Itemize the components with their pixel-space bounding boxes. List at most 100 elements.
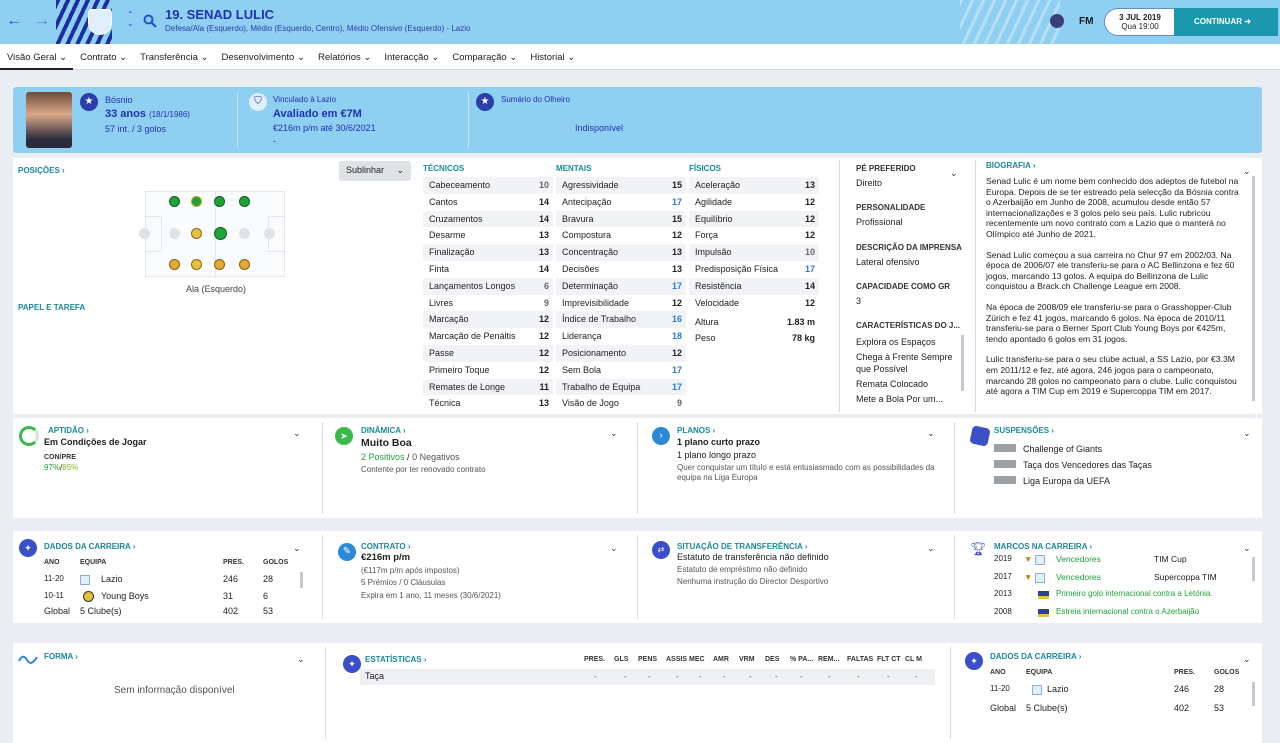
- stats-col[interactable]: MEC: [689, 656, 705, 663]
- club-crest-icon: [1032, 685, 1042, 695]
- tab-development[interactable]: Desenvolvimento ⌄: [221, 52, 305, 63]
- continue-button[interactable]: CONTINUAR ➜: [1174, 8, 1278, 36]
- attribute-value: 13: [671, 264, 682, 274]
- tab-history[interactable]: Historial ⌄: [530, 52, 576, 63]
- transfer-title[interactable]: SITUAÇÃO DE TRANSFERÊNCIA ›: [677, 542, 808, 551]
- scrollbar[interactable]: [961, 335, 964, 391]
- stats-col[interactable]: REM...: [818, 656, 840, 663]
- chevron-down-icon[interactable]: ⌄: [1243, 166, 1251, 176]
- position-dot: [264, 228, 275, 239]
- suspension-item: Taça dos Vencedores das Taças: [994, 457, 1152, 473]
- form-empty: Sem informação disponível: [114, 685, 235, 696]
- stats-title[interactable]: ESTATÍSTICAS ›: [365, 655, 427, 664]
- trait-item: Explora os Espaços: [856, 337, 936, 347]
- stats-col[interactable]: VRM: [739, 656, 755, 663]
- fm-logo[interactable]: FM: [1079, 16, 1094, 27]
- chevron-down-icon[interactable]: ⌄: [950, 168, 958, 178]
- stats-cell: -: [828, 672, 831, 681]
- highlight-dropdown[interactable]: Sublinhar ⌄: [339, 161, 411, 181]
- arrow-right-icon: ➜: [1244, 17, 1251, 26]
- chevron-down-icon[interactable]: ⌄: [610, 543, 618, 553]
- biography-title[interactable]: BIOGRAFIA ›: [986, 161, 1036, 170]
- tab-comparison[interactable]: Comparação ⌄: [452, 52, 518, 63]
- contract-title[interactable]: CONTRATO ›: [361, 542, 411, 551]
- conpre-title: CON/PRE: [44, 454, 76, 461]
- table-row[interactable]: 11-20 Lazio 246 28: [44, 574, 274, 585]
- fitness-title[interactable]: APTIDÃO ›: [48, 426, 89, 435]
- physical-title: FÍSICOS: [689, 164, 722, 173]
- career-title[interactable]: DADOS DA CARREIRA ›: [990, 652, 1082, 661]
- stats-col[interactable]: PENS: [638, 656, 658, 663]
- tab-overview[interactable]: Visão Geral ⌄: [0, 44, 74, 70]
- attribute-name: Primeiro Toque: [429, 364, 490, 375]
- attribute-row: Livres 9: [423, 294, 553, 312]
- stats-col[interactable]: % PA...: [790, 656, 814, 663]
- contract-expires: Expira em 1 ano, 11 meses (30/6/2021): [361, 591, 501, 600]
- form-title[interactable]: FORMA ›: [44, 652, 78, 661]
- scrollbar[interactable]: [1252, 176, 1255, 401]
- attribute-value: 12: [804, 297, 815, 308]
- chevron-down-icon[interactable]: ⌄: [1243, 428, 1251, 438]
- tab-contract[interactable]: Contrato ⌄: [80, 52, 128, 63]
- milestone-row: 2017 ▼ Vencedores Supercoppa TIM: [994, 572, 1217, 583]
- scrollbar[interactable]: [300, 572, 303, 588]
- stats-col[interactable]: AMR: [713, 656, 729, 663]
- attribute-row: Liderança 18: [556, 328, 686, 345]
- plans-long: 1 plano longo prazo: [677, 450, 757, 460]
- scrollbar[interactable]: [1252, 682, 1255, 706]
- chevron-down-icon[interactable]: ⌄: [297, 654, 305, 664]
- attribute-value: 17: [804, 264, 815, 274]
- chevron-up-down-icon[interactable]: ⌃ ⌄: [127, 10, 134, 28]
- attribute-value: 13: [538, 230, 549, 241]
- stats-col[interactable]: FALTAS: [847, 656, 874, 663]
- tab-transfer[interactable]: Transferência ⌄: [140, 52, 209, 63]
- divider: [325, 647, 326, 739]
- attribute-value: 13: [538, 247, 549, 258]
- stats-col[interactable]: CL M: [905, 656, 922, 663]
- tab-interaction[interactable]: Interacção ⌄: [384, 52, 440, 63]
- chevron-down-icon[interactable]: ⌄: [1243, 654, 1251, 664]
- traits-title: CARACTERÍSTICAS DO J...: [856, 321, 961, 330]
- plans-title[interactable]: PLANOS ›: [677, 426, 716, 435]
- table-row[interactable]: 11-20 Lazio 246 28: [990, 684, 1225, 695]
- attribute-name: Sem Bola: [562, 364, 602, 375]
- chevron-down-icon[interactable]: ⌄: [293, 543, 301, 553]
- suspensions-title[interactable]: SUSPENSÕES ›: [994, 426, 1055, 435]
- suspension-item: Liga Europa da UEFA: [994, 473, 1152, 489]
- scrollbar[interactable]: [1252, 557, 1255, 581]
- chevron-down-icon[interactable]: ⌄: [293, 428, 301, 438]
- forward-icon[interactable]: →: [34, 12, 50, 29]
- chevron-down-icon[interactable]: ⌄: [610, 428, 618, 438]
- attribute-row: Equilíbrio 12: [689, 210, 819, 228]
- foot-value: Direito: [856, 178, 883, 188]
- chevron-down-icon[interactable]: ⌄: [1243, 543, 1251, 553]
- stats-col[interactable]: DES: [765, 656, 780, 663]
- chevron-down-icon[interactable]: ⌄: [927, 543, 935, 553]
- player-age: 33 anos (18/1/1986): [105, 108, 190, 120]
- stats-row[interactable]: Taça - - - - - - - - - - - - -: [360, 669, 935, 685]
- tab-reports[interactable]: Relatórios ⌄: [317, 52, 372, 63]
- attribute-name: Imprevisibilidade: [562, 297, 630, 308]
- attribute-value: 17: [671, 364, 682, 375]
- search-icon[interactable]: [143, 14, 157, 28]
- milestones-title[interactable]: MARCOS NA CARREIRA ›: [994, 542, 1093, 551]
- globe-icon[interactable]: [1050, 14, 1064, 28]
- attribute-value: 6: [543, 280, 549, 291]
- divider: [468, 93, 469, 148]
- stats-col[interactable]: GLS: [614, 656, 629, 663]
- contract-bonuses: 5 Prémios / 0 Cláusulas: [361, 578, 446, 587]
- attribute-name: Equilíbrio: [695, 213, 733, 224]
- attribute-name: Resistência: [695, 280, 742, 291]
- table-row[interactable]: 10-11 Young Boys 31 6: [44, 591, 269, 602]
- flag-icon: [1038, 591, 1049, 599]
- chevron-down-icon[interactable]: ⌄: [927, 428, 935, 438]
- dynamics-title[interactable]: DINÂMICA ›: [361, 426, 406, 435]
- stats-col[interactable]: FLT CT: [877, 656, 901, 663]
- career-title[interactable]: DADOS DA CARREIRA ›: [44, 542, 136, 551]
- back-icon[interactable]: ←: [6, 12, 22, 29]
- personality-value: Profissional: [856, 217, 903, 228]
- positions-title[interactable]: POSIÇÕES ›: [18, 166, 65, 175]
- attribute-value: 16: [671, 314, 682, 325]
- stats-col[interactable]: PRES.: [584, 656, 606, 663]
- stats-col[interactable]: ASSIS: [666, 656, 688, 663]
